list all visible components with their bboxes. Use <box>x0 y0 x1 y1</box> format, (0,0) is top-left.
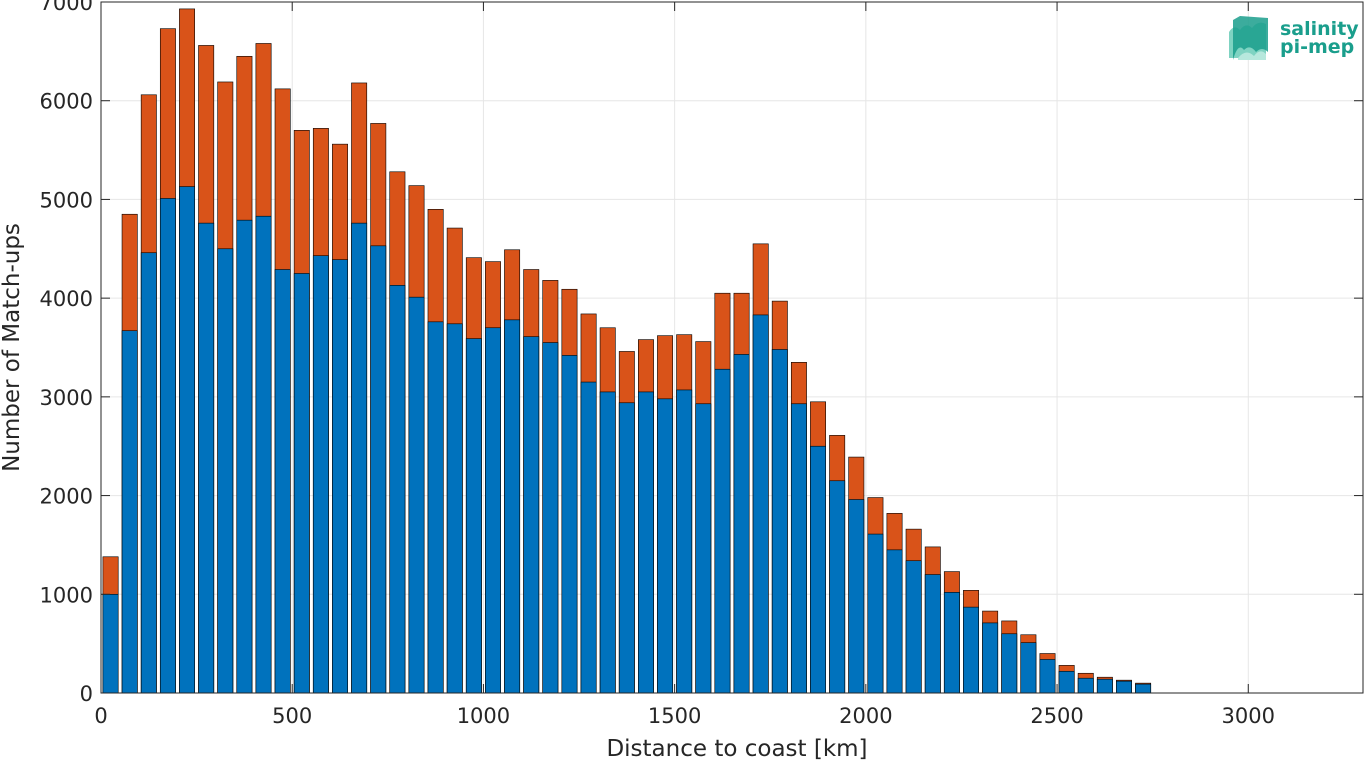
y-tick-label: 3000 <box>40 386 93 410</box>
bar-lower <box>179 186 195 694</box>
axis-ticks: 0 500 1000 1500 2000 2500 3000 0 1000 2000 3000 400… <box>40 0 1363 728</box>
bar-lower <box>1039 659 1056 694</box>
y-axis-label: Number of Match-ups <box>0 223 25 472</box>
bar-lower <box>236 219 253 694</box>
bar-lower <box>657 398 674 694</box>
bar-lower <box>867 533 884 694</box>
y-tick-label: 1000 <box>40 583 93 607</box>
bar-lower <box>733 354 750 694</box>
bar-lower <box>255 215 272 694</box>
bar-lower <box>370 245 387 694</box>
bar-lower <box>465 338 482 694</box>
bar-lower <box>790 403 807 694</box>
bar-lower <box>714 368 731 694</box>
bar-lower <box>389 285 406 694</box>
bar-lower <box>580 381 597 694</box>
bar-lower <box>427 321 444 694</box>
bar-lower <box>1096 678 1113 694</box>
bar-lower <box>905 560 922 694</box>
bar-lower <box>198 222 215 694</box>
x-tick-label: 0 <box>94 704 107 728</box>
bar-lower <box>1135 683 1152 694</box>
bar-lower <box>638 391 654 694</box>
y-tick-label: 7000 <box>40 0 93 15</box>
bar-lower <box>1077 677 1094 694</box>
bar-lower <box>676 389 693 694</box>
x-tick-label: 1500 <box>648 704 701 728</box>
x-tick-label: 1000 <box>457 704 510 728</box>
bar-lower <box>599 391 616 694</box>
x-tick-label: 2000 <box>839 704 892 728</box>
y-tick-label: 6000 <box>40 90 93 114</box>
bar-lower <box>542 342 559 694</box>
bar-lower <box>293 273 310 694</box>
plot-frame <box>100 1 1364 694</box>
x-tick-label: 500 <box>272 704 312 728</box>
bar-lower <box>332 259 348 694</box>
bar-lower <box>274 269 291 694</box>
bar-lower <box>829 480 846 694</box>
y-tick-label: 5000 <box>40 188 93 212</box>
bar-lower <box>1020 642 1037 694</box>
salinity-pi-mep-logo: salinity pi-mep <box>1229 16 1359 60</box>
bar-lower <box>504 319 521 694</box>
bar-lower <box>943 592 960 694</box>
bar-lower <box>752 314 769 694</box>
bar-lower <box>121 330 138 694</box>
bar-lower <box>1058 670 1075 694</box>
bar-lower <box>485 327 501 694</box>
bar-lower <box>523 336 540 694</box>
y-tick-label: 2000 <box>40 485 93 509</box>
bar-lower <box>351 222 368 694</box>
bar-lower <box>810 445 826 694</box>
bar-lower <box>561 355 578 694</box>
y-tick-label: 4000 <box>40 287 93 311</box>
wave-icon <box>1229 16 1268 60</box>
bar-lower <box>217 248 234 694</box>
bar-lower <box>1116 680 1132 694</box>
bar-lower <box>1001 633 1018 694</box>
bar-lower <box>102 593 119 694</box>
bars <box>102 8 1152 694</box>
bar-lower <box>771 349 788 694</box>
bar-lower <box>408 296 425 694</box>
bar-lower <box>312 255 329 694</box>
x-tick-label: 2500 <box>1030 704 1083 728</box>
bar-lower <box>695 403 712 694</box>
logo-text-salinity: salinity <box>1280 18 1359 40</box>
grid-lines <box>101 2 1363 693</box>
bar-lower <box>159 198 176 694</box>
bar-lower <box>446 323 463 694</box>
bar-lower <box>982 622 999 694</box>
logo-text-pi-mep: pi-mep <box>1280 36 1354 58</box>
bar-lower <box>140 252 157 694</box>
bar-lower <box>618 402 635 694</box>
x-tick-label: 3000 <box>1222 704 1275 728</box>
bar-lower <box>963 606 979 694</box>
bar-lower <box>848 499 865 694</box>
bar-lower <box>924 574 941 694</box>
y-tick-label: 0 <box>80 682 93 706</box>
bar-lower <box>886 549 903 694</box>
x-axis-label: Distance to coast [km] <box>606 736 867 761</box>
